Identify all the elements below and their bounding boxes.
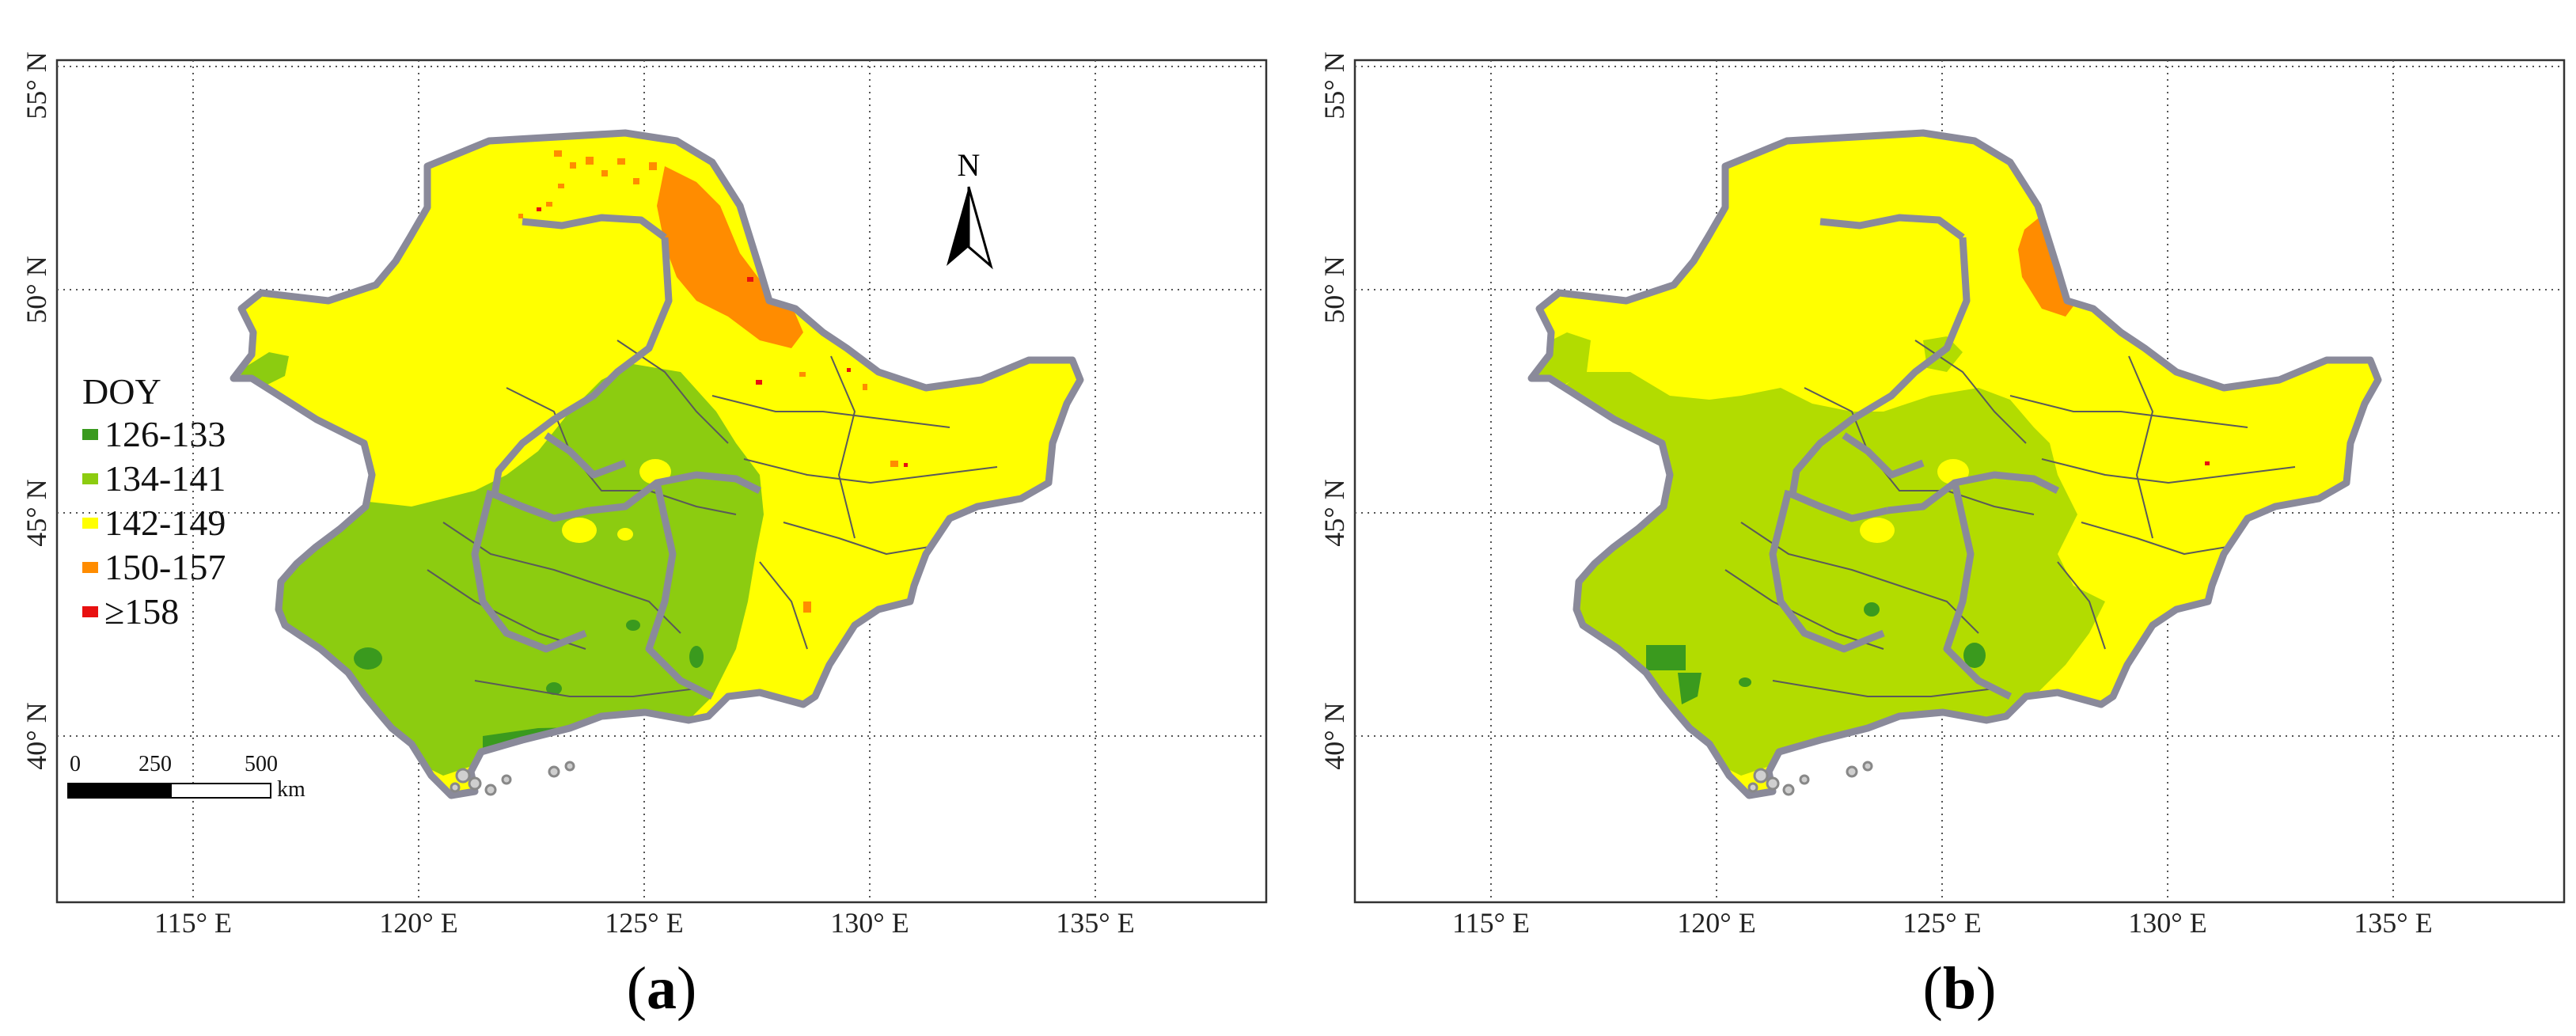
scale-unit: km — [277, 777, 305, 802]
legend-item-1: 126-133 — [82, 414, 226, 454]
legend-item-5: ≥158 — [82, 591, 179, 632]
lon-tick-120: 120° E — [379, 907, 457, 939]
legend-swatch — [82, 429, 98, 440]
class-126-133-patch — [689, 646, 704, 668]
province-borders — [1769, 214, 2060, 700]
scale-bar-white — [170, 783, 271, 799]
lon-tick-130: 130° E — [830, 907, 909, 939]
legend-title: DOY — [82, 371, 161, 412]
scale-label-0: 0 — [70, 752, 81, 776]
lon-tick-125: 125° E — [605, 907, 683, 939]
lat-tick-40: 40° N — [21, 702, 52, 769]
class-158-speckles — [537, 207, 908, 467]
lon-tick-115: 115° E — [1452, 907, 1530, 939]
class-126-133-patch — [626, 620, 640, 631]
lon-tick-125: 125° E — [1903, 907, 1981, 939]
class-126-133-patch — [1963, 643, 1986, 668]
lat-tick-40: 40° N — [1318, 702, 1350, 769]
class-134-141-area — [261, 364, 764, 776]
class-150-157-speckles — [518, 150, 898, 613]
class-126-133-patch — [546, 682, 562, 695]
legend-label: 142-149 — [104, 503, 226, 543]
lat-tick-45: 45° N — [21, 479, 52, 546]
legend: DOY 126-133 134-141 142-149 150-157 ≥158 — [82, 371, 226, 632]
islands — [1747, 761, 1873, 796]
scale-bar-black — [67, 783, 172, 799]
panel-a-caption: (a) — [627, 955, 697, 1022]
lat-tick-labels: 40° N 45° N 50° N 55° N — [1318, 51, 1350, 769]
legend-swatch — [82, 518, 98, 529]
lat-tick-55: 55° N — [21, 51, 52, 119]
legend-swatch — [82, 473, 98, 484]
legend-item-2: 134-141 — [82, 458, 226, 499]
class-126-133-patch — [354, 647, 382, 670]
panel-b-caption: (b) — [1923, 955, 1997, 1022]
lat-tick-50: 50° N — [1318, 256, 1350, 323]
class-142-149-patch — [617, 528, 633, 541]
class-126-133-patch — [1678, 673, 1702, 704]
lon-tick-115: 115° E — [154, 907, 232, 939]
class-142-149-patch — [562, 518, 597, 543]
legend-label: ≥158 — [104, 591, 179, 632]
lat-tick-labels: 40° N 45° N 50° N 55° N — [21, 51, 52, 769]
lat-tick-50: 50° N — [21, 256, 52, 323]
lon-tick-130: 130° E — [2128, 907, 2206, 939]
legend-swatch — [82, 606, 98, 617]
islands — [450, 761, 575, 796]
north-arrow-icon — [947, 187, 969, 266]
scale-label-500: 500 — [245, 752, 278, 776]
legend-label: 126-133 — [104, 414, 226, 454]
lat-tick-45: 45° N — [1318, 479, 1350, 546]
lat-tick-55: 55° N — [1318, 51, 1350, 119]
map-panel-b: 115° E 120° E 125° E 130° E 135° E 40° N… — [1318, 51, 2566, 1022]
north-arrow-label: N — [958, 147, 981, 183]
scale-label-250: 250 — [138, 752, 172, 776]
legend-label: 150-157 — [104, 547, 226, 587]
map-panel-a: 115° E 120° E 125° E 130° E 135° E 40° N… — [21, 51, 1268, 1022]
class-126-133-patch — [1646, 645, 1686, 670]
class-126-133-patch — [1739, 677, 1751, 687]
lon-tick-120: 120° E — [1677, 907, 1755, 939]
admin-boundaries — [427, 340, 998, 697]
class-126-133-patch — [1864, 602, 1880, 617]
legend-item-4: 150-157 — [82, 547, 226, 587]
admin-boundaries — [1724, 340, 2296, 697]
lon-tick-labels: 115° E 120° E 125° E 130° E 135° E — [1452, 907, 2433, 939]
province-borders — [471, 214, 762, 700]
lon-tick-135: 135° E — [2354, 907, 2432, 939]
class-142-149-patch — [1860, 518, 1895, 543]
legend-item-3: 142-149 — [82, 503, 226, 543]
scale-bar: 0 250 500 km — [67, 752, 305, 802]
legend-label: 134-141 — [104, 458, 226, 499]
north-arrow-icon-light — [967, 186, 993, 270]
lon-tick-135: 135° E — [1056, 907, 1134, 939]
north-arrow: N — [947, 147, 993, 270]
lon-tick-labels: 115° E 120° E 125° E 130° E 135° E — [154, 907, 1135, 939]
class-158-speck — [2205, 461, 2210, 465]
legend-swatch — [82, 562, 98, 573]
